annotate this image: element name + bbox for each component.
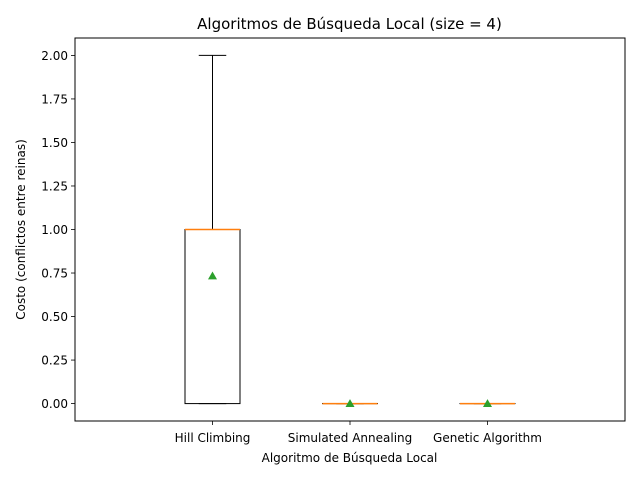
mean-marker <box>345 399 355 407</box>
y-tick-label: 1.25 <box>41 179 68 193</box>
y-tick-label: 0.50 <box>41 310 68 324</box>
box-group <box>322 399 378 407</box>
y-tick-label: 1.00 <box>41 223 68 237</box>
x-tick-label: Hill Climbing <box>175 431 251 445</box>
axes-frame <box>74 37 626 422</box>
x-tick-label: Simulated Annealing <box>288 431 413 445</box>
plot-area <box>184 54 516 407</box>
x-tick-label: Genetic Algorithm <box>433 431 542 445</box>
mean-marker <box>208 271 217 280</box>
y-tick-label: 1.50 <box>41 136 68 150</box>
y-axis: 0.00 0.25 0.50 0.75 1.00 1.25 1.50 1.75 2.00 <box>41 49 75 411</box>
y-tick-label: 2.00 <box>41 49 68 63</box>
x-axis: Hill Climbing Simulated Annealing Genetic … <box>175 421 542 445</box>
y-tick-label: 0.00 <box>41 397 68 411</box>
y-axis-label: Costo (conflictos entre reinas) <box>14 139 28 320</box>
y-tick-label: 1.75 <box>41 92 68 106</box>
y-tick-label: 0.75 <box>41 267 68 281</box>
chart-title: Algoritmos de Búsqueda Local (size = 4) <box>197 15 502 33</box>
iqr-box <box>184 229 241 405</box>
box-group <box>184 54 241 405</box>
y-tick-label: 0.25 <box>41 354 68 368</box>
box-group <box>459 399 516 407</box>
x-axis-label: Algoritmo de Búsqueda Local <box>262 451 438 465</box>
mean-marker <box>483 399 492 407</box>
